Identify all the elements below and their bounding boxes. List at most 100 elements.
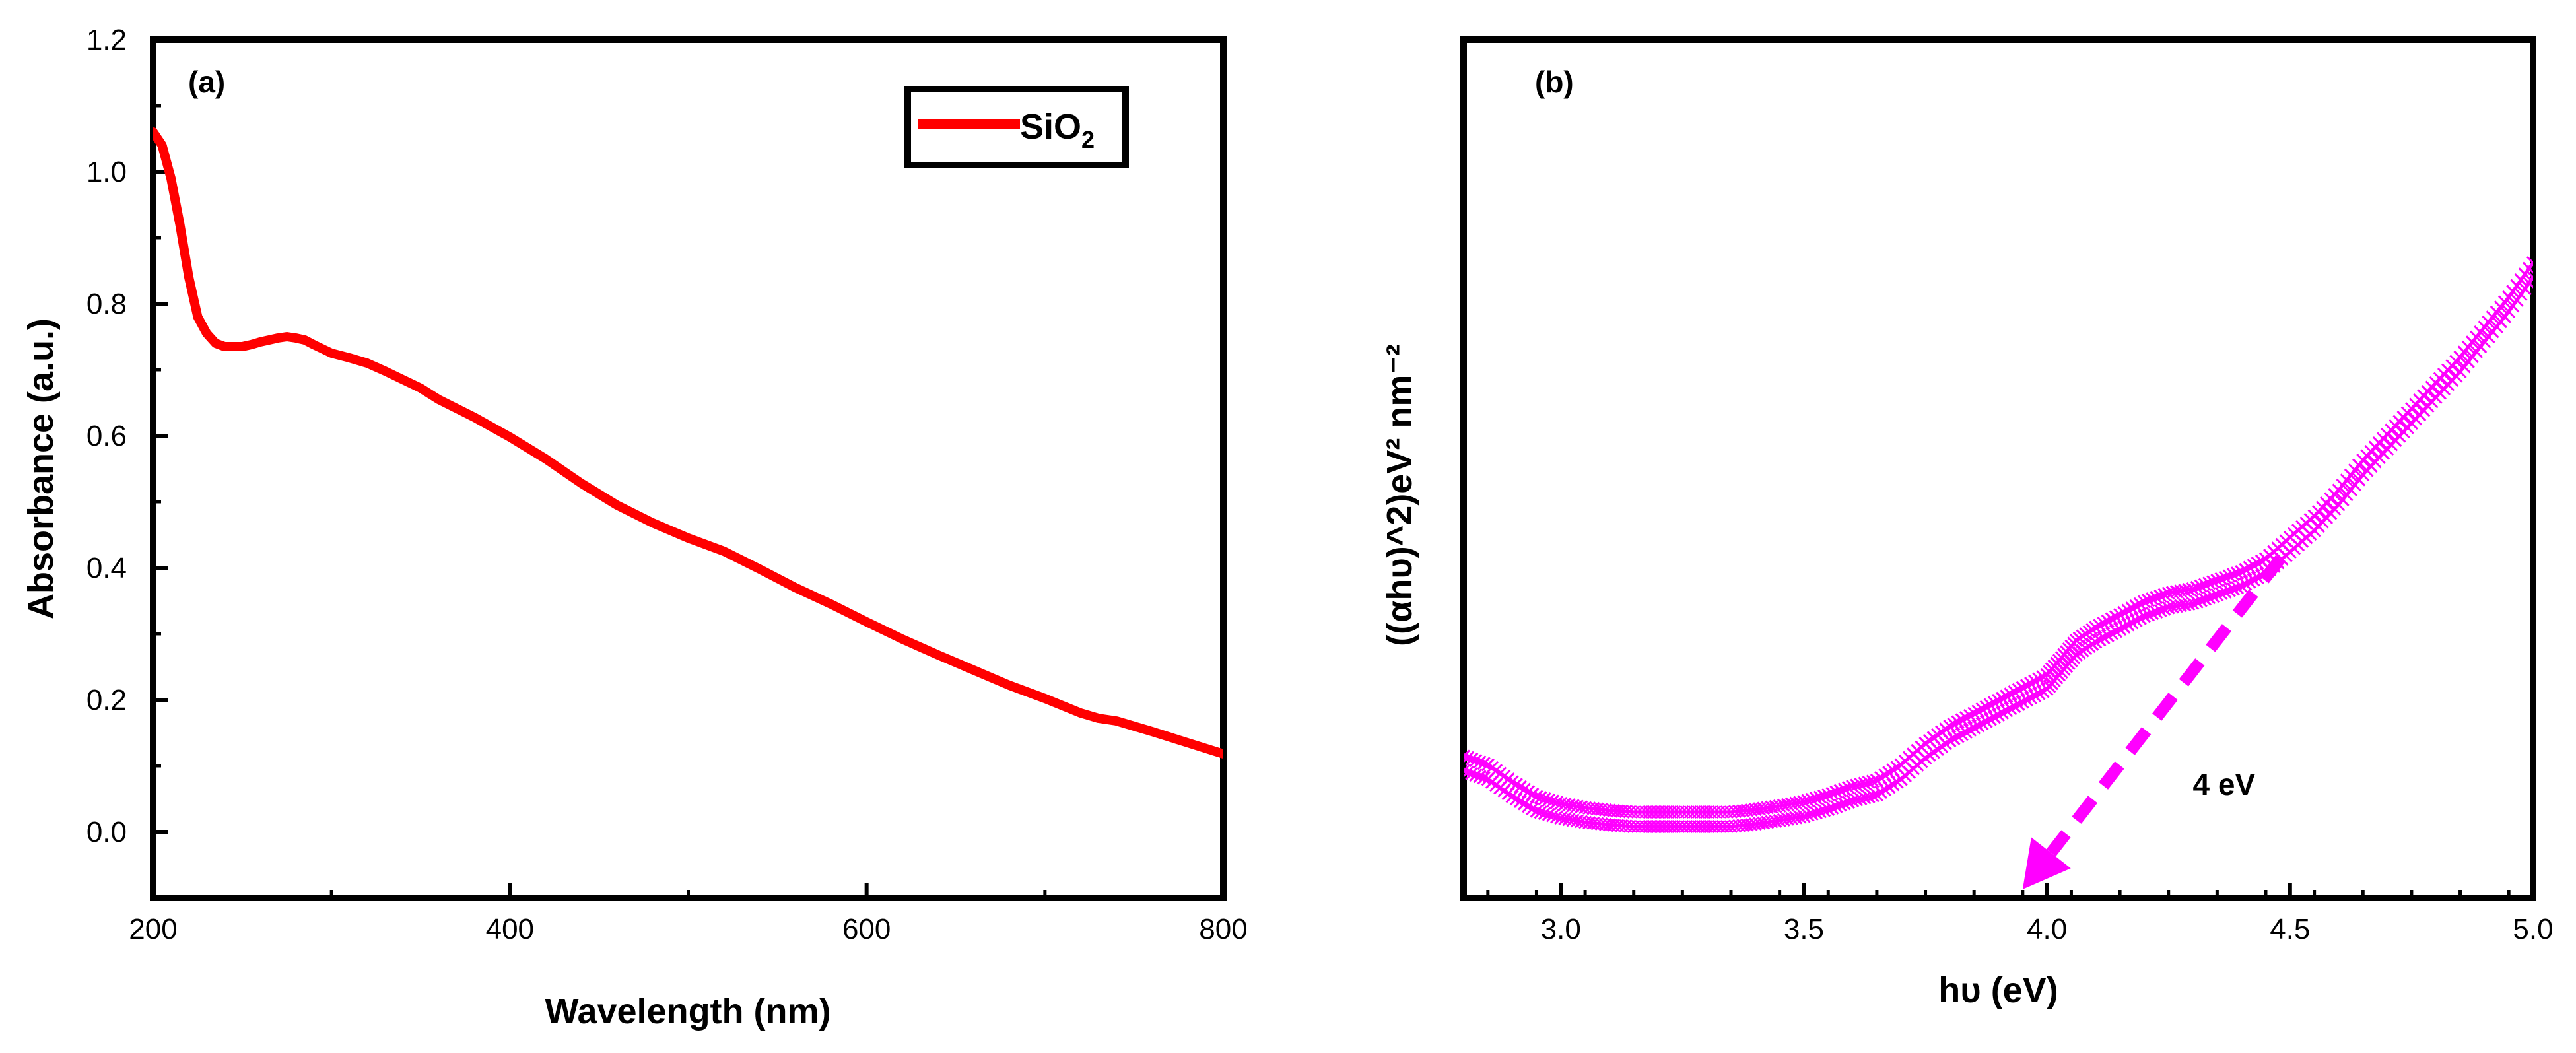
tauc-marker — [1464, 751, 1475, 764]
tauc-marker — [1858, 776, 1872, 790]
tauc-marker — [2101, 628, 2115, 642]
tauc-marker — [2251, 556, 2264, 570]
tauc-marker — [1987, 710, 2001, 724]
tauc-marker — [2526, 255, 2533, 270]
tauc-marker — [2109, 610, 2123, 624]
tauc-marker — [2230, 566, 2245, 580]
tauc-marker — [2129, 599, 2143, 613]
tauc-marker — [2004, 687, 2017, 701]
tauc-marker — [2137, 595, 2151, 609]
tauc-marker — [1833, 784, 1847, 798]
tauc-marker — [2157, 602, 2171, 616]
tauc-marker — [2101, 614, 2115, 628]
tauc-marker — [1854, 777, 1868, 792]
tauc-marker — [2186, 582, 2200, 596]
tauc-marker — [2141, 594, 2155, 607]
tauc-marker — [2121, 618, 2135, 632]
tauc-marker — [2190, 580, 2204, 594]
panel-b-plot-frame — [1460, 36, 2536, 901]
tauc-marker — [1464, 749, 1471, 763]
tauc-marker — [1534, 791, 1547, 805]
tauc-marker — [1465, 752, 1479, 766]
tauc-marker — [2089, 635, 2103, 649]
tauc-marker — [1991, 693, 2006, 708]
tauc-marker — [2008, 699, 2021, 714]
tauc-marker — [2518, 267, 2532, 281]
tauc-marker — [2024, 691, 2038, 705]
tauc-marker — [1538, 792, 1551, 806]
tauc-marker — [2157, 588, 2171, 601]
bandgap-arrowhead — [2022, 837, 2071, 889]
panel-a-x-tick-label: 400 — [486, 913, 534, 945]
tauc-marker — [2198, 592, 2212, 606]
tauc-marker — [1963, 708, 1977, 722]
tauc-marker — [2210, 588, 2224, 602]
tauc-marker — [2526, 270, 2533, 285]
tauc-marker — [2226, 568, 2240, 582]
tauc-marker — [2235, 579, 2249, 594]
tauc-marker — [1858, 791, 1872, 805]
tauc-marker — [2028, 674, 2042, 688]
tauc-marker — [1829, 785, 1843, 799]
tauc-marker — [1550, 796, 1564, 809]
legend-entry-sio2-subscript: 2 — [1081, 126, 1095, 153]
tauc-marker — [2150, 605, 2163, 619]
panel-a-y-axis-title: Absorbance (a.u.) — [21, 318, 61, 619]
tauc-marker — [2506, 299, 2520, 313]
tauc-marker — [2153, 589, 2167, 603]
tauc-marker — [1464, 765, 1475, 779]
tauc-marker — [2222, 569, 2236, 583]
tauc-marker — [2150, 590, 2163, 605]
tauc-marker — [1530, 790, 1543, 803]
tauc-marker — [2153, 603, 2167, 617]
panel-a-ticks — [151, 38, 1225, 898]
tauc-marker — [2510, 279, 2524, 292]
tauc-marker — [1967, 721, 1981, 735]
tauc-marker — [2117, 620, 2131, 634]
tauc-marker — [2141, 608, 2155, 622]
tauc-marker — [2016, 695, 2029, 709]
tauc-marker — [1971, 704, 1985, 718]
tauc-marker — [1866, 789, 1880, 803]
tauc-marker — [1959, 710, 1973, 725]
panel-b-x-axis-title: hυ (eV) — [1938, 970, 2058, 1010]
panel-a-tick-labels: 200 400 600 800 0.0 0.2 0.4 0.6 0.8 1.0 1.2 — [86, 24, 1248, 945]
tauc-marker — [2194, 579, 2208, 593]
tauc-marker — [1846, 794, 1860, 808]
tauc-marker — [1955, 728, 1969, 741]
tauc-marker — [1522, 785, 1536, 799]
tauc-marker — [2000, 704, 2014, 718]
tauc-marker — [2202, 576, 2216, 590]
tauc-marker — [2214, 586, 2228, 600]
tauc-marker — [2117, 605, 2131, 619]
tauc-marker — [2218, 570, 2232, 584]
tauc-marker — [1833, 798, 1847, 812]
tauc-marker — [2012, 697, 2025, 711]
tauc-marker — [2133, 611, 2147, 625]
tauc-marker — [2206, 590, 2220, 603]
tauc-marker — [1963, 723, 1977, 737]
tauc-marker — [2008, 685, 2021, 699]
tauc-marker — [1846, 779, 1860, 794]
tauc-marker — [2032, 687, 2046, 700]
panel-a-legend: SiO2 — [904, 86, 1129, 168]
tauc-marker — [2125, 601, 2139, 615]
tauc-marker — [2522, 261, 2533, 275]
tauc-marker — [2214, 572, 2228, 586]
tauc-marker — [2032, 672, 2046, 686]
tauc-marker — [1469, 753, 1483, 768]
tauc-marker — [1841, 781, 1856, 795]
tauc-marker — [2243, 575, 2256, 589]
tauc-marker — [1821, 802, 1835, 817]
tauc-marker — [2239, 577, 2253, 591]
tauc-marker — [1801, 794, 1815, 807]
tauc-marker — [2097, 630, 2111, 645]
tauc-marker — [2230, 581, 2245, 595]
tauc-marker — [1862, 790, 1876, 803]
tauc-marker — [2019, 693, 2034, 707]
tauc-marker — [1959, 725, 1973, 739]
tauc-marker — [1522, 799, 1536, 813]
bandgap-annotation: 4 eV — [2193, 767, 2256, 801]
panel-b-x-tick-label: 5.0 — [2513, 913, 2553, 945]
tauc-marker — [1943, 733, 1957, 748]
